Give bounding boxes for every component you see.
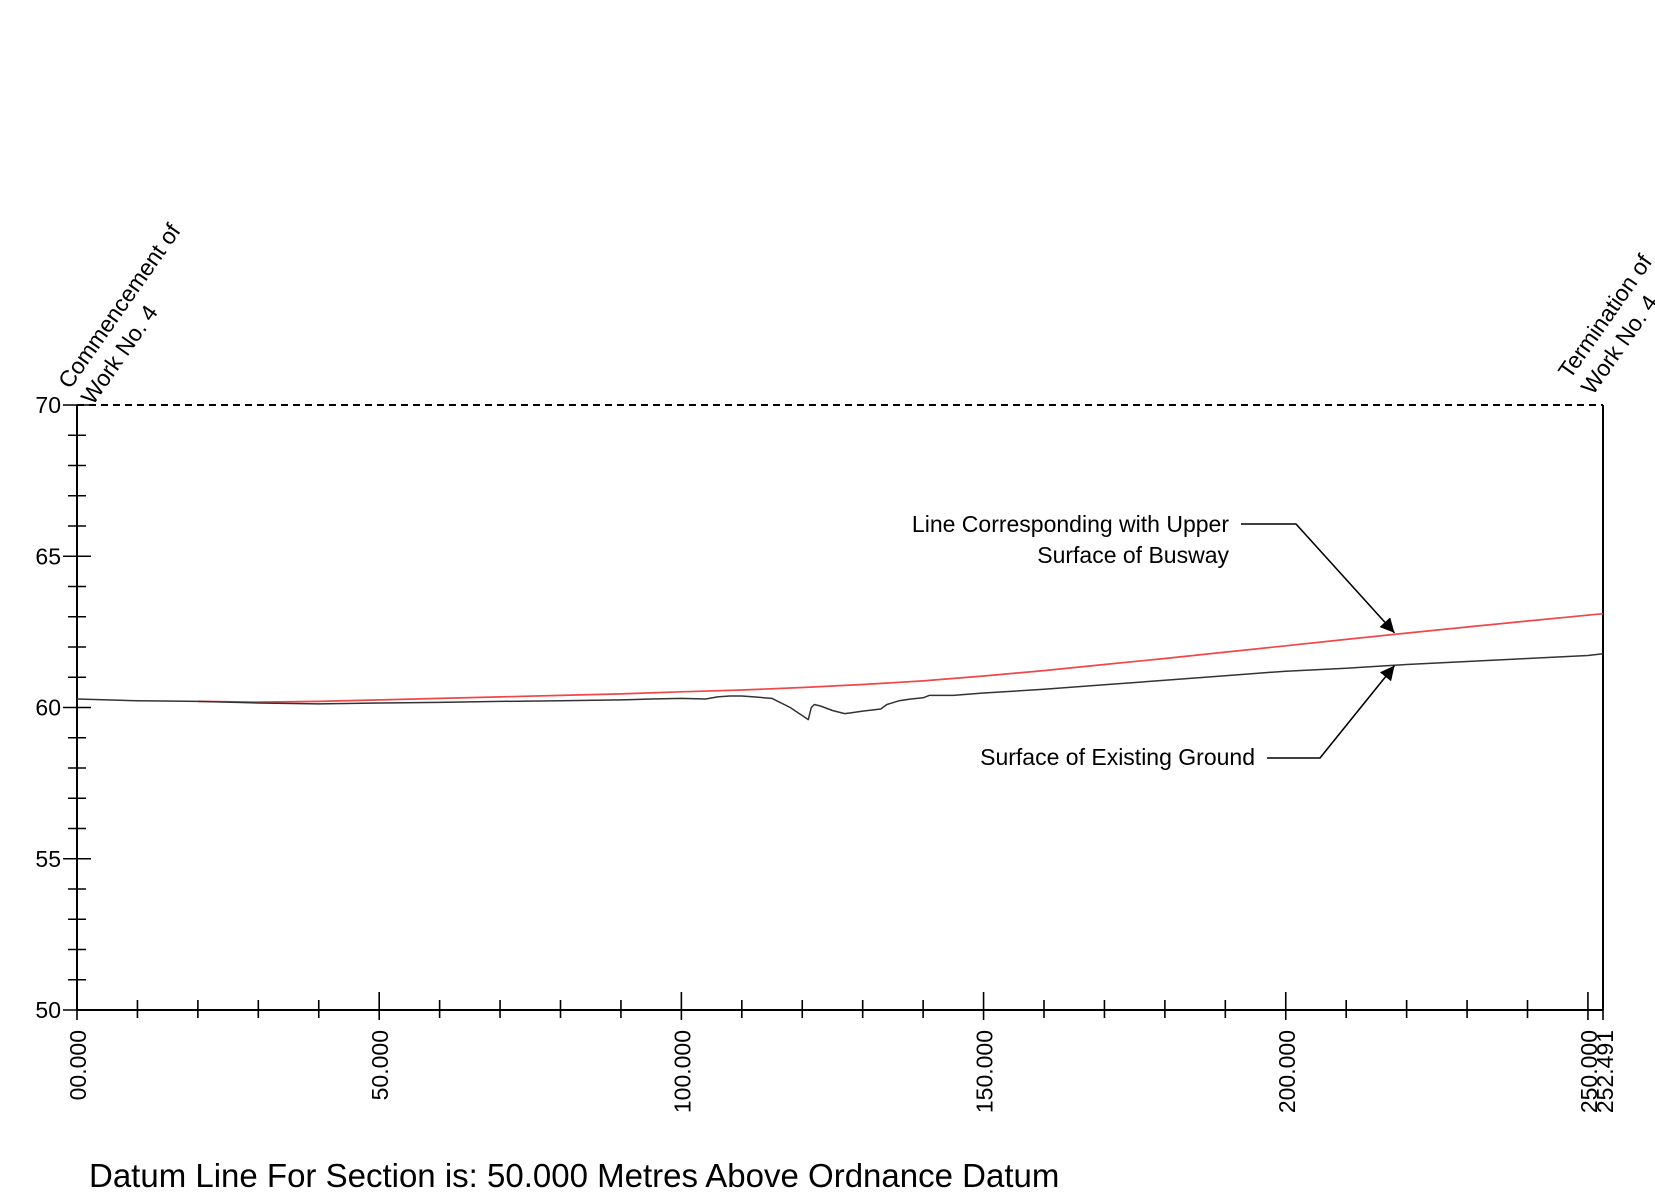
ground-profile-line	[76, 652, 1604, 721]
busway-profile-line	[197, 612, 1604, 703]
x-end-label: 252.491	[1592, 1030, 1618, 1113]
busway-leader-arrow	[1241, 523, 1396, 634]
ground-leader-arrow	[1267, 665, 1396, 759]
busway-label-line1: Line Corresponding with Upper	[912, 511, 1229, 537]
commencement-label: Commencement of Work No. 4	[53, 218, 186, 409]
termination-label: Termination of Work No. 4	[1553, 249, 1655, 399]
axes-group: 50 55 60 65 70 00.000 50.000 100.000 150.000 200.…	[35, 392, 1618, 1113]
y-tick-label: 50	[35, 997, 61, 1023]
y-tick-label: 60	[35, 695, 61, 721]
x-tick-label: 00.000	[65, 1030, 91, 1100]
x-tick-label: 200.000	[1274, 1030, 1300, 1113]
series-group	[76, 612, 1604, 721]
x-tick-label: 250.000	[1576, 1030, 1602, 1113]
x-tick-label: 50.000	[367, 1030, 393, 1100]
datum-footer: Datum Line For Section is: 50.000 Metres…	[89, 1157, 1059, 1194]
busway-label-line2: Surface of Busway	[1037, 542, 1229, 568]
y-tick-label: 65	[35, 543, 61, 569]
x-tick-label: 150.000	[972, 1030, 998, 1113]
ground-label: Surface of Existing Ground	[980, 744, 1255, 770]
annotation-group: Line Corresponding with Upper Surface of…	[53, 218, 1655, 1194]
y-tick-label: 55	[35, 846, 61, 872]
y-tick-label: 70	[35, 392, 61, 418]
x-tick-label: 100.000	[669, 1030, 695, 1113]
